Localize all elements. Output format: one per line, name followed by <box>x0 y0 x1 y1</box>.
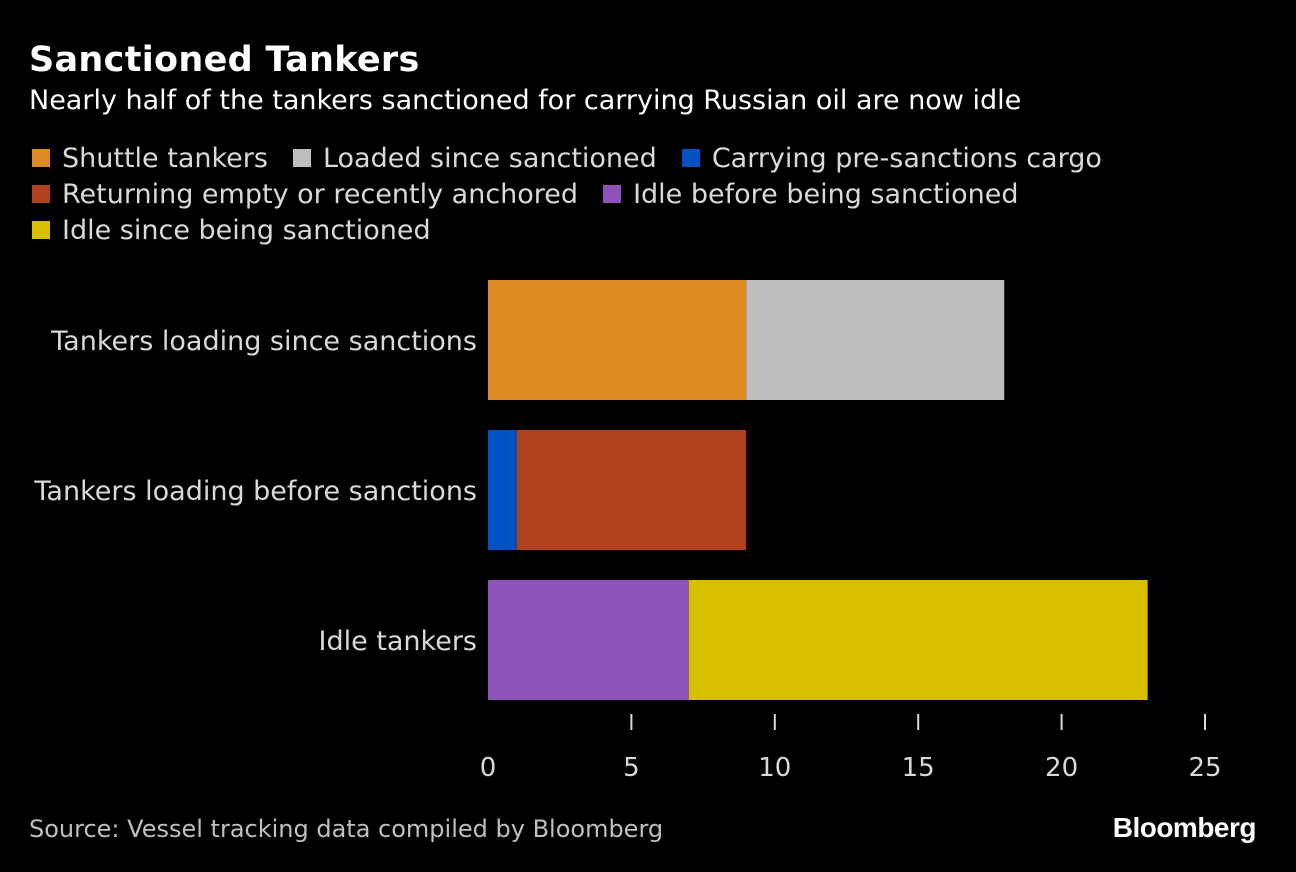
legend-item-returning-empty: Returning empty or recently anchored <box>32 179 578 210</box>
category-label: Tankers loading since sanctions <box>50 326 477 357</box>
x-tick-label: 20 <box>1045 753 1078 783</box>
category-label: Tankers loading before sanctions <box>33 476 477 507</box>
legend-row: Returning empty or recently anchored Idl… <box>32 176 1262 212</box>
x-tick-label: 0 <box>480 753 497 783</box>
chart-subtitle: Nearly half of the tankers sanctioned fo… <box>29 85 1022 116</box>
legend-item-shuttle-tankers: Shuttle tankers <box>32 143 268 174</box>
legend-label: Shuttle tankers <box>62 142 268 174</box>
chart-title: Sanctioned Tankers <box>29 40 420 80</box>
legend-item-idle-before-sanctioned: Idle before being sanctioned <box>603 179 1018 210</box>
legend-label: Loaded since sanctioned <box>322 142 657 174</box>
legend-swatch <box>32 149 50 167</box>
x-tick-label: 15 <box>902 753 935 783</box>
bar-segment <box>488 430 517 550</box>
legend-item-idle-since-sanctioned: Idle since being sanctioned <box>32 215 431 246</box>
x-tick-label: 25 <box>1188 753 1221 783</box>
x-tick-label: 5 <box>623 753 640 783</box>
legend-row: Shuttle tankers Loaded since sanctioned … <box>32 140 1262 176</box>
bar-segment <box>688 580 1148 700</box>
chart-legend: Shuttle tankers Loaded since sanctioned … <box>32 140 1262 248</box>
category-labels-group: Tankers loading since sanctions Tankers l… <box>33 326 477 657</box>
legend-label: Idle since being sanctioned <box>62 214 431 246</box>
source-note: Source: Vessel tracking data compiled by… <box>29 815 664 843</box>
legend-label: Idle before being sanctioned <box>633 178 1019 210</box>
x-tick-label: 10 <box>758 753 791 783</box>
legend-label: Returning empty or recently anchored <box>62 178 579 210</box>
bar-segment <box>516 430 747 550</box>
legend-swatch <box>32 185 50 203</box>
bar-chart: Tankers loading since sanctions Tankers l… <box>33 280 1222 783</box>
bar-segment <box>488 280 747 400</box>
bar-segment <box>746 280 1005 400</box>
legend-swatch <box>603 185 622 203</box>
bars-group <box>488 280 1148 700</box>
legend-swatch <box>292 149 311 167</box>
legend-swatch <box>681 149 700 167</box>
bar-segment <box>488 580 689 700</box>
legend-item-carrying-pre-sanctions-cargo: Carrying pre-sanctions cargo <box>681 142 1102 174</box>
legend-item-loaded-since-sanctioned: Loaded since sanctioned <box>292 142 657 174</box>
legend-swatch <box>32 221 50 239</box>
bloomberg-logo: Bloomberg <box>1112 812 1257 843</box>
legend-label: Carrying pre-sanctions cargo <box>711 142 1102 174</box>
x-axis: 0 5 10 15 20 25 <box>480 714 1222 783</box>
category-label: Idle tankers <box>319 626 478 657</box>
legend-row: Idle since being sanctioned <box>32 212 1262 248</box>
